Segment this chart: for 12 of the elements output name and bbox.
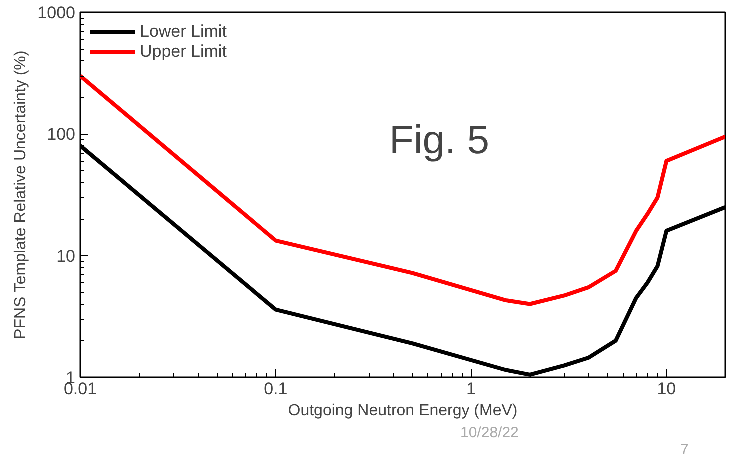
x-tick-label: 1 [466, 380, 476, 398]
annotation: Fig. 5 [389, 118, 490, 162]
text: 10/28/22 [460, 424, 519, 442]
x-tick-label: 10 [657, 380, 676, 398]
x-tick-label: 0.1 [264, 380, 288, 398]
x-axis-title: Outgoing Neutron Energy (MeV) [288, 402, 518, 420]
legend-label: Lower Limit [140, 22, 227, 42]
y-tick-label: 1000 [38, 4, 76, 22]
legend-label: Upper Limit [140, 42, 227, 62]
y-axis-title: PFNS Template Relative Uncertainty (%) [12, 50, 30, 340]
y-tick-label: 10 [56, 246, 76, 266]
y-tick-label: 100 [47, 125, 76, 144]
